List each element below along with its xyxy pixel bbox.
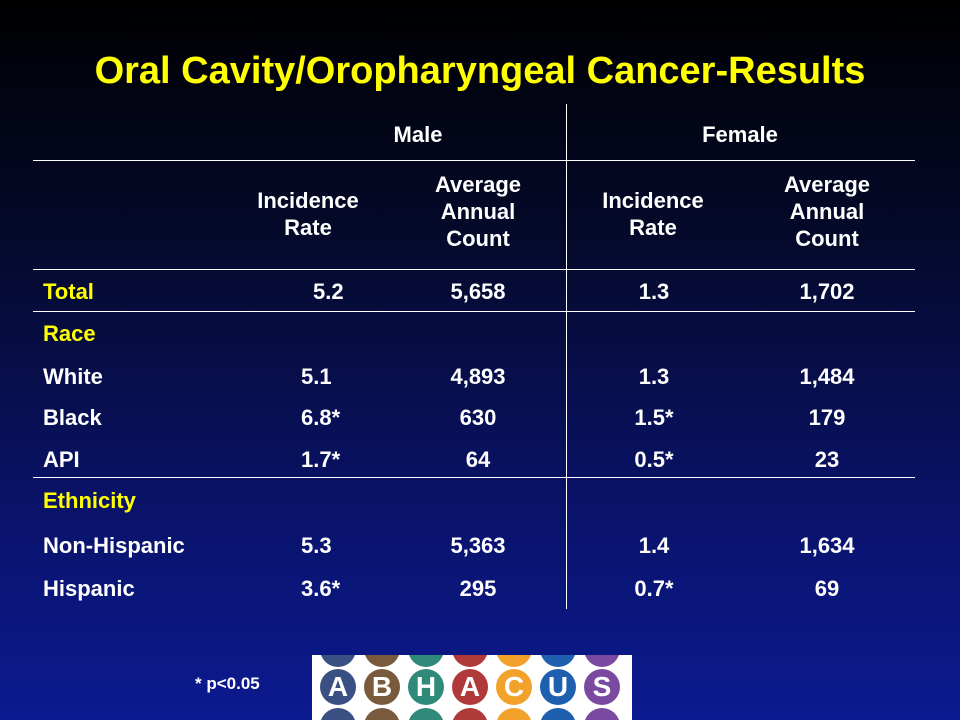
male-count-white: 4,893 [450,364,506,389]
logo-dot [584,708,620,720]
female-rate-api: 0.5* [634,447,674,472]
logo-dot [540,655,576,667]
row-label-hispanic: Hispanic [43,576,135,601]
male-count-total: 5,658 [450,279,506,304]
logo-dot [540,708,576,720]
logo-dot [452,708,488,720]
logo-letter: B [364,669,400,705]
row-label-non-hispanic: Non-Hispanic [43,533,185,558]
logo-dot [364,708,400,720]
female-count-non-hispanic: 1,634 [799,533,855,558]
slide-title: Oral Cavity/Oropharyngeal Cancer-Results [94,50,866,92]
logo-letter: A [452,669,488,705]
table-rule-race [33,477,915,478]
male-rate-api: 1.7* [301,447,341,472]
logo-letter-column: C [494,655,534,720]
female-rate-hispanic: 0.7* [634,576,674,601]
male-rate-white: 5.1 [301,364,332,389]
male-incidence-header: Incidence Rate [257,188,359,240]
male-rate-total: 5.2 [313,279,344,304]
logo-letter-column: A [318,655,358,720]
female-header: Female [702,122,778,147]
table-rule-subheader [33,269,915,270]
male-count-api: 64 [465,447,491,472]
female-rate-non-hispanic: 1.4 [638,533,670,558]
logo-dot [584,655,620,667]
male-header: Male [393,122,443,147]
female-count-header: Average Annual Count [783,172,870,251]
logo-letter-column: U [538,655,578,720]
logo-dot [364,655,400,667]
logo-dot [496,708,532,720]
male-count-hispanic: 295 [459,576,497,601]
logo-letter-column: S [582,655,622,720]
section-label-ethnicity: Ethnicity [43,488,136,513]
row-label-total: Total [43,279,94,304]
table-rule-total [33,311,915,312]
logo-dot [408,655,444,667]
logo-dot [452,655,488,667]
female-rate-total: 1.3 [638,279,670,304]
female-count-total: 1,702 [799,279,855,304]
logo-letter-column: B [362,655,402,720]
table-divider-vertical [566,104,567,609]
row-label-white: White [43,364,103,389]
male-rate-non-hispanic: 5.3 [301,533,332,558]
male-rate-hispanic: 3.6* [301,576,341,601]
logo-letter: A [320,669,356,705]
logo-dot [320,708,356,720]
female-incidence-header: Incidence Rate [602,188,704,240]
logo-letter: H [408,669,444,705]
female-count-hispanic: 69 [814,576,840,601]
male-count-black: 630 [459,405,497,430]
male-count-header: Average Annual Count [434,172,521,251]
table-rule-header [33,160,915,161]
female-count-white: 1,484 [799,364,855,389]
logo-letter-column: H [406,655,446,720]
section-label-race: Race [43,321,96,346]
logo-letter: C [496,669,532,705]
female-rate-white: 1.3 [638,364,670,389]
logo-letter: S [584,669,620,705]
logo-letter-column: A [450,655,490,720]
male-count-non-hispanic: 5,363 [450,533,506,558]
row-label-black: Black [43,405,102,430]
logo-dot [408,708,444,720]
row-label-api: API [43,447,80,472]
female-count-api: 23 [814,447,840,472]
footnote: * p<0.05 [195,674,260,693]
male-rate-black: 6.8* [301,405,341,430]
female-rate-black: 1.5* [634,405,674,430]
female-count-black: 179 [808,405,846,430]
logo-dot [320,655,356,667]
logo-dot [496,655,532,667]
logo-letter: U [540,669,576,705]
